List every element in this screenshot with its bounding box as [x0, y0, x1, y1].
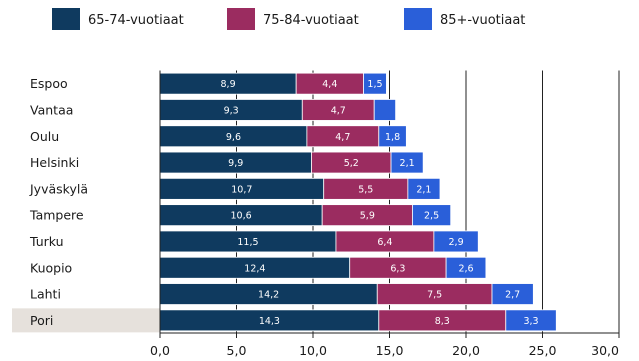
category-label: Helsinki: [30, 155, 79, 170]
category-label: Tampere: [29, 208, 84, 223]
data-label: 14,3: [259, 316, 280, 327]
data-label: 11,5: [237, 237, 258, 248]
bar-segment: [378, 125, 407, 148]
data-label: 4,7: [331, 105, 346, 116]
data-label: 2,1: [416, 184, 431, 195]
data-label: 5,2: [344, 158, 359, 169]
x-tick-label: 25,0: [529, 343, 557, 358]
category-label: Lahti: [30, 287, 61, 302]
bar-segment: [373, 99, 397, 121]
data-label: 10,6: [231, 211, 252, 222]
x-tick-label: 5,0: [227, 343, 247, 358]
data-label: 12,4: [244, 263, 265, 274]
data-label: 3,3: [523, 316, 538, 327]
bar-segment: [445, 256, 487, 279]
legend-label: 75-84-vuotiaat: [263, 13, 359, 28]
x-tick-label: 30,0: [591, 343, 619, 358]
bar-segment: [412, 204, 452, 227]
data-label: 9,6: [226, 132, 241, 143]
bar-segment: [505, 309, 557, 332]
x-tick-label: 0,0: [150, 343, 170, 358]
category-label: Turku: [29, 234, 64, 249]
legend-swatch: [227, 8, 255, 30]
data-label: 1,8: [385, 132, 400, 143]
data-label: 8,9: [221, 79, 236, 90]
bar-segment: [433, 230, 479, 253]
data-label: 7,5: [427, 290, 442, 301]
category-label: Oulu: [30, 129, 59, 144]
data-label: 2,5: [424, 211, 439, 222]
category-label: Vantaa: [30, 102, 73, 117]
data-label: 2,6: [458, 263, 473, 274]
legend-label: 85+-vuotiaat: [440, 13, 525, 28]
data-label: 4,7: [335, 132, 350, 143]
data-label: 5,5: [358, 184, 373, 195]
data-label: 14,2: [258, 290, 279, 301]
category-label: Jyväskylä: [29, 181, 88, 196]
bar-segment: [491, 283, 534, 305]
bar-segment: [390, 151, 424, 174]
highlight-band: [12, 308, 160, 333]
data-label: 5,9: [360, 211, 375, 222]
data-label: 9,9: [228, 158, 243, 169]
data-label: 10,7: [231, 184, 252, 195]
x-tick-label: 20,0: [452, 343, 480, 358]
data-label: 9,3: [224, 105, 239, 116]
legend-swatch: [52, 8, 80, 30]
legend-swatch: [404, 8, 432, 30]
data-label: 2,9: [449, 237, 464, 248]
category-label: Pori: [30, 313, 53, 328]
data-label: 1,5: [367, 79, 382, 90]
data-label: 2,1: [400, 158, 415, 169]
x-tick-label: 10,0: [299, 343, 327, 358]
legend-label: 65-74-vuotiaat: [88, 13, 184, 28]
bar-segment: [363, 72, 387, 95]
data-label: 8,3: [435, 316, 450, 327]
data-label: 6,3: [390, 263, 405, 274]
category-label: Espoo: [30, 76, 68, 91]
data-label: 4,4: [322, 79, 337, 90]
category-label: Kuopio: [30, 260, 72, 275]
data-label: 6,4: [377, 237, 392, 248]
data-label: 2,7: [505, 290, 520, 301]
x-tick-label: 15,0: [376, 343, 404, 358]
bar-segment: [407, 177, 441, 200]
